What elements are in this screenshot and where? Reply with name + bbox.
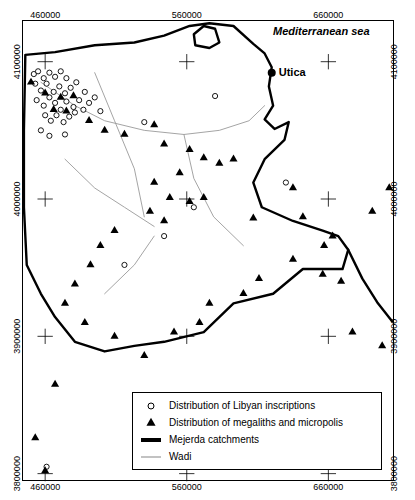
svg-text:4100000: 4100000 bbox=[12, 44, 22, 79]
svg-text:3800000: 3800000 bbox=[12, 456, 22, 491]
html-text:Distribution of megaliths and: Distribution of megaliths and micropolis bbox=[169, 417, 343, 428]
svg-text:3900000: 3900000 bbox=[12, 319, 22, 354]
html-text:Wadi: Wadi bbox=[169, 451, 192, 462]
svg-text:560000: 560000 bbox=[172, 482, 202, 492]
svg-text:560000: 560000 bbox=[172, 10, 202, 20]
svg-text:3800000: 3800000 bbox=[389, 456, 399, 491]
svg-text:460000: 460000 bbox=[30, 482, 60, 492]
html-text:Distribution of Libyan inscrip: Distribution of Libyan inscriptions bbox=[169, 400, 316, 411]
svg-text:4000000: 4000000 bbox=[12, 181, 22, 216]
svg-text:660000: 660000 bbox=[313, 482, 343, 492]
svg-text:Mediterranean sea: Mediterranean sea bbox=[273, 25, 370, 37]
svg-text:460000: 460000 bbox=[30, 10, 60, 20]
svg-text:660000: 660000 bbox=[313, 10, 343, 20]
html-text:Mejerda catchments: Mejerda catchments bbox=[169, 434, 259, 445]
svg-text:4100000: 4100000 bbox=[389, 44, 399, 79]
svg-text:4000000: 4000000 bbox=[389, 181, 399, 216]
svg-text:3900000: 3900000 bbox=[389, 319, 399, 354]
svg-text:Utica: Utica bbox=[279, 66, 307, 78]
